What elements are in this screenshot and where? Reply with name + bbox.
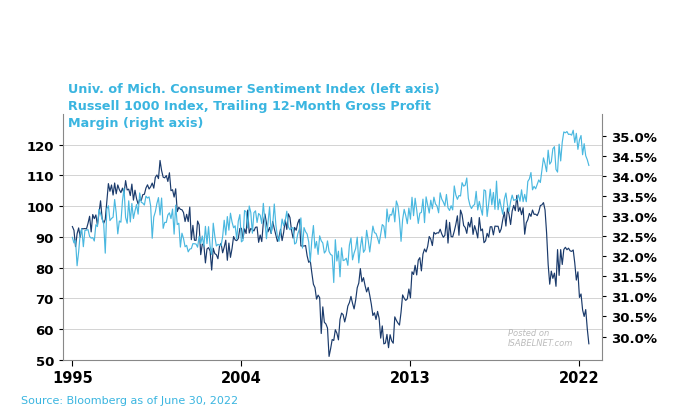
Text: Source: Bloomberg as of June 30, 2022: Source: Bloomberg as of June 30, 2022 — [21, 395, 238, 405]
Text: Posted on
ISABELNET.com: Posted on ISABELNET.com — [508, 328, 573, 348]
Text: Margin (right axis): Margin (right axis) — [69, 117, 204, 130]
Text: Russell 1000 Index, Trailing 12-Month Gross Profit: Russell 1000 Index, Trailing 12-Month Gr… — [69, 100, 431, 113]
Text: Univ. of Mich. Consumer Sentiment Index (left axis): Univ. of Mich. Consumer Sentiment Index … — [69, 83, 440, 96]
